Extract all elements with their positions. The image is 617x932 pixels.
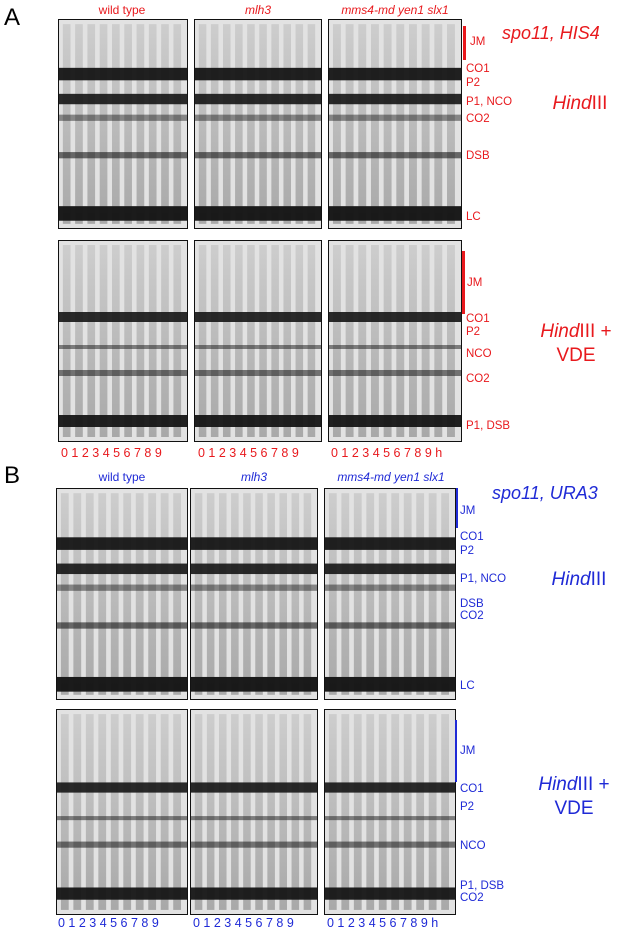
gel-a-bottom-triple-mutant bbox=[328, 240, 462, 442]
gel-b-top-mlh3 bbox=[190, 488, 318, 700]
jm-bracket-b-top bbox=[456, 488, 458, 528]
gel-a-top-wild-type bbox=[58, 19, 188, 229]
gel-image bbox=[59, 241, 187, 441]
band-label-lc: LC bbox=[466, 211, 481, 223]
gel-image bbox=[329, 20, 461, 228]
gel-image bbox=[191, 710, 317, 914]
gel-a-bottom-mlh3 bbox=[194, 240, 322, 442]
gel-b-bottom-triple-mutant bbox=[324, 709, 456, 915]
band-label-co1: CO1 bbox=[460, 783, 484, 795]
band-label-p1-nco: P1, NCO bbox=[460, 573, 507, 585]
gel-b-bottom-mlh3 bbox=[190, 709, 318, 915]
jm-bracket-b-bottom bbox=[455, 720, 457, 782]
gel-image bbox=[57, 710, 187, 914]
band-label-lc: LC bbox=[460, 680, 475, 692]
band-label-jm: JM bbox=[460, 745, 476, 757]
strain-title-b: spo11, URA3 bbox=[492, 483, 598, 503]
gel-image bbox=[59, 20, 187, 228]
band-label-co1: CO1 bbox=[466, 63, 490, 75]
time-labels-a-wild-type: 0 1 2 3 4 5 6 7 8 9 bbox=[61, 446, 162, 460]
band-label-co2: CO2 bbox=[460, 610, 484, 622]
band-label-p2: P2 bbox=[460, 801, 475, 813]
enzyme-vde-b: VDE bbox=[554, 798, 594, 819]
time-labels-a-triple-mutant: 0 1 2 3 4 5 6 7 8 9 h bbox=[331, 446, 443, 460]
band-label-co2: CO2 bbox=[466, 113, 490, 125]
gel-image bbox=[325, 710, 455, 914]
gel-image bbox=[325, 489, 455, 699]
time-labels-b-wild-type: 0 1 2 3 4 5 6 7 8 9 bbox=[58, 916, 159, 930]
time-labels-b-triple-mutant: 0 1 2 3 4 5 6 7 8 9 h bbox=[327, 916, 439, 930]
band-label-nco: NCO bbox=[466, 348, 492, 360]
band-label-dsb: DSB bbox=[460, 598, 484, 610]
band-label-dsb: DSB bbox=[466, 150, 490, 162]
gel-a-top-mlh3 bbox=[194, 19, 322, 229]
gel-a-top-triple-mutant bbox=[328, 19, 462, 229]
band-label-p2: P2 bbox=[460, 545, 475, 557]
gel-b-bottom-wild-type bbox=[56, 709, 188, 915]
enzyme-label-a-bottom: HindIII + VDE bbox=[531, 320, 617, 368]
enzyme-label-b-top: HindIII bbox=[551, 569, 607, 590]
band-label-p1-dsb: P1, DSB bbox=[466, 420, 511, 432]
gel-image bbox=[195, 241, 321, 441]
column-label-mlh3-a: mlh3 bbox=[244, 3, 271, 17]
gel-b-top-wild-type bbox=[56, 488, 188, 700]
column-label-wild-type-a: wild type bbox=[98, 3, 146, 17]
gel-image bbox=[195, 20, 321, 228]
gel-image bbox=[57, 489, 187, 699]
band-label-p1-nco: P1, NCO bbox=[466, 96, 513, 108]
time-labels-a-mlh3: 0 1 2 3 4 5 6 7 8 9 bbox=[198, 446, 299, 460]
jm-bracket-a-bottom bbox=[462, 251, 465, 314]
band-label-p1-dsb: P1, DSB bbox=[460, 880, 505, 892]
band-label-co2: CO2 bbox=[466, 373, 490, 385]
enzyme-label-b-bottom: HindIII + VDE bbox=[532, 773, 616, 821]
band-label-jm: JM bbox=[460, 505, 476, 517]
band-label-p2: P2 bbox=[466, 77, 481, 89]
enzyme-label-a-top: HindIII bbox=[552, 93, 608, 114]
column-label-wild-type-b: wild type bbox=[98, 470, 146, 484]
band-label-co1: CO1 bbox=[466, 313, 490, 325]
band-label-co1: CO1 bbox=[460, 531, 484, 543]
band-label-p2: P2 bbox=[466, 326, 481, 338]
column-label-triple-mutant-a: mms4-md yen1 slx1 bbox=[341, 3, 449, 17]
band-label-nco: NCO bbox=[460, 840, 486, 852]
panel-letter-a: A bbox=[4, 4, 21, 31]
gel-b-top-triple-mutant bbox=[324, 488, 456, 700]
band-label-jm: JM bbox=[470, 36, 486, 48]
column-label-mlh3-b: mlh3 bbox=[240, 470, 267, 484]
gel-image bbox=[191, 489, 317, 699]
strain-title-a: spo11, HIS4 bbox=[502, 23, 600, 43]
column-label-triple-mutant-b: mms4-md yen1 slx1 bbox=[337, 470, 445, 484]
band-label-co2: CO2 bbox=[460, 892, 484, 904]
jm-bracket-a-top bbox=[463, 26, 466, 60]
gel-image bbox=[329, 241, 461, 441]
panel-letter-b: B bbox=[4, 462, 21, 489]
band-label-jm: JM bbox=[467, 277, 483, 289]
time-labels-b-mlh3: 0 1 2 3 4 5 6 7 8 9 bbox=[193, 916, 294, 930]
gel-a-bottom-wild-type bbox=[58, 240, 188, 442]
enzyme-vde-a: VDE bbox=[556, 345, 596, 366]
